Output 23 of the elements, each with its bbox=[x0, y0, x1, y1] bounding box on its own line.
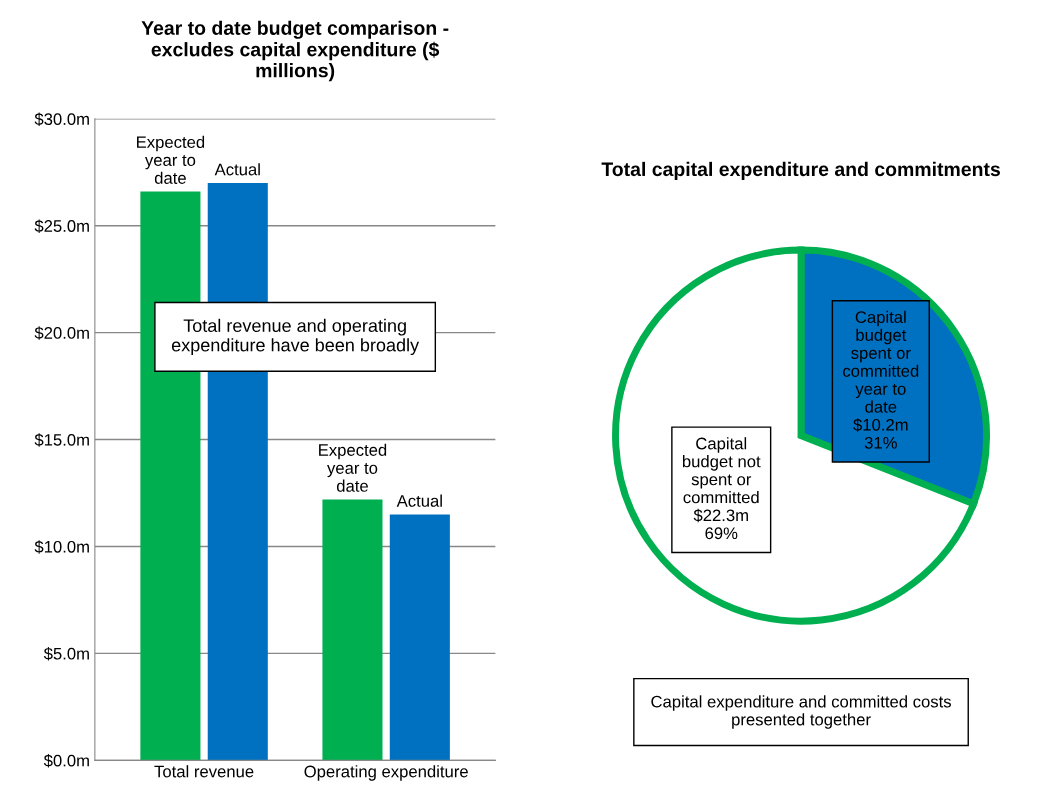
annotation: Total revenue and operating expenditure have been broadly bbox=[171, 318, 420, 356]
slice-label: Capital budget not spent or committed $22.3m bbox=[682, 437, 761, 523]
series-label: Expected year to date bbox=[137, 135, 205, 184]
chart-title: Total capital expenditure and commitments bbox=[601, 161, 1000, 180]
x-tick-label: Operating expenditure bbox=[304, 765, 468, 781]
data-label: 31% bbox=[864, 436, 897, 449]
text: Actual bbox=[396, 494, 442, 507]
y-tick-label: $5.0m bbox=[43, 647, 89, 661]
x-tick-label: Total revenue bbox=[154, 765, 254, 778]
y-tick-label: $10.0m bbox=[34, 540, 89, 554]
chart-title: Year to date budget comparison - excludes capital expenditure ($ millions) bbox=[141, 20, 449, 82]
data-label: 69% bbox=[705, 527, 738, 540]
y-tick-label: $25.0m bbox=[34, 219, 89, 233]
series-label: Actual bbox=[214, 163, 260, 176]
y-tick-label: $30.0m bbox=[34, 112, 89, 126]
text: Expected year to date bbox=[319, 443, 387, 492]
y-tick-label: $15.0m bbox=[34, 433, 89, 447]
bar bbox=[389, 514, 450, 761]
y-tick-label: $20.0m bbox=[34, 326, 89, 340]
slice-label: Capital budget spent or committed year to date $10.2m bbox=[843, 310, 919, 432]
y-tick-label: $0.0m bbox=[43, 754, 89, 768]
text: Capital expenditure and committed costs presented together bbox=[651, 695, 951, 729]
bar bbox=[322, 499, 383, 761]
